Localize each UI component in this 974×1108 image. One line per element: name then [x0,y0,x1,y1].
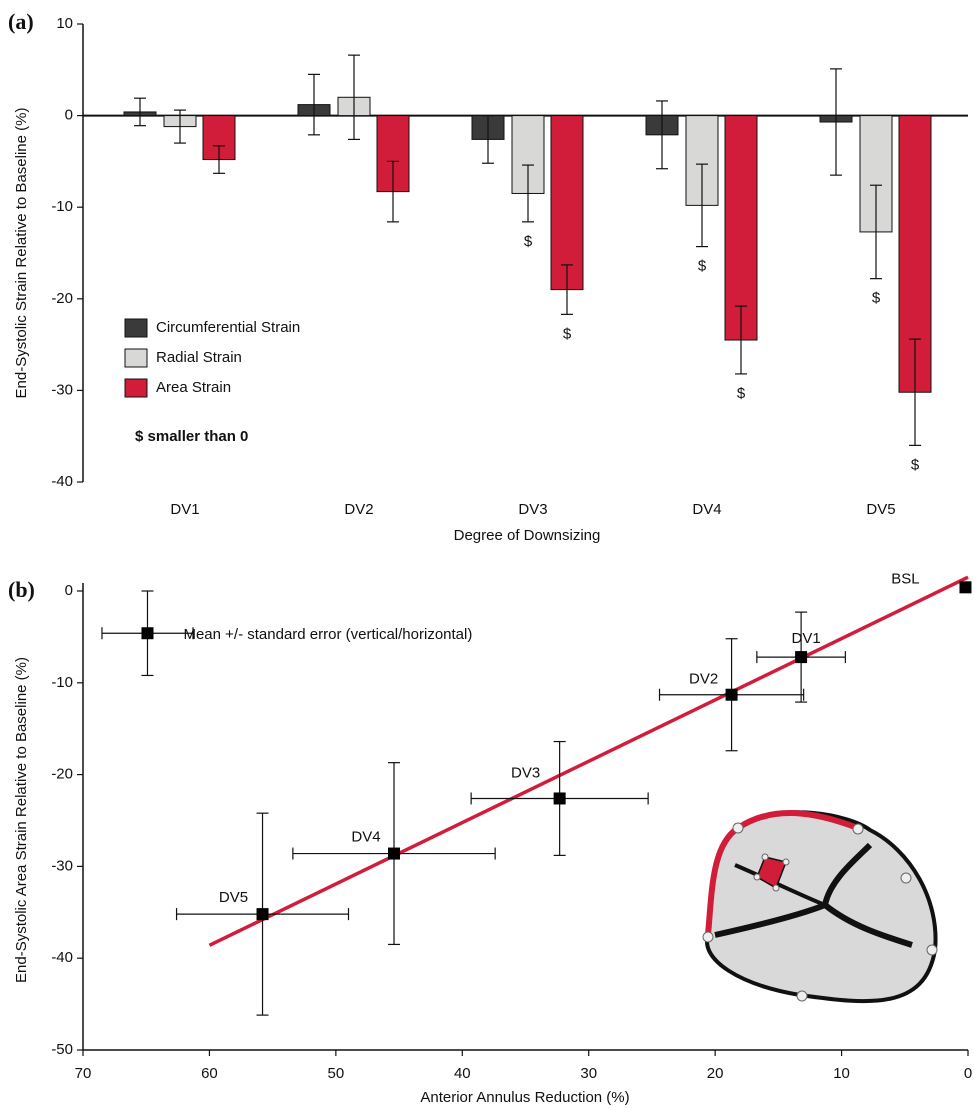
x-tick-label: 20 [707,1065,724,1082]
legend-label: Radial Strain [156,349,242,366]
x-tick-label: 30 [580,1065,597,1082]
legend-swatch [124,318,148,338]
x-tick-label: 40 [454,1065,471,1082]
significance-label: $ [911,456,920,473]
point [256,908,269,921]
point-label: DV3 [511,764,540,781]
y-tick-label: -10 [51,198,73,215]
significance-label: $ [872,290,881,307]
legend-swatch [124,348,148,368]
x-axis-label: Degree of Downsizing [454,527,601,544]
x-tick-label: DV4 [692,501,721,518]
y-tick-label: -50 [51,1041,73,1058]
x-tick-label: DV3 [518,501,547,518]
significance-label: $ [524,233,533,250]
legend-label: Circumferential Strain [156,319,300,336]
panel-label: (a) [8,9,34,34]
fit-line [208,575,969,947]
y-axis-label: End-Systolic Area Strain Relative to Bas… [13,657,30,983]
x-tick-label: 70 [75,1065,92,1082]
point [959,581,972,594]
significance-label: $ [563,325,572,342]
bar [724,115,758,341]
point-label: DV2 [689,671,718,688]
significance-label: $ [737,385,746,402]
y-tick-label: -20 [51,766,73,783]
bar [550,115,584,291]
point [141,627,154,640]
point [795,651,808,664]
y-tick-label: 10 [56,15,73,32]
legend-label: Mean +/- standard error (vertical/horizo… [183,626,472,643]
panel-label: (b) [8,577,35,602]
x-tick-label: DV2 [344,501,373,518]
x-tick-label: 50 [328,1065,345,1082]
y-tick-label: -30 [51,381,73,398]
x-tick-label: DV1 [170,501,199,518]
valve-illustration [702,810,938,1004]
point [553,792,566,805]
point-label: DV4 [351,829,380,846]
y-tick-label: -40 [51,473,73,490]
point-label: DV1 [792,630,821,647]
y-tick-label: 0 [65,582,73,599]
legend-swatch [124,378,148,398]
x-tick-label: 60 [201,1065,218,1082]
y-tick-label: -30 [51,857,73,874]
point-label: BSL [891,570,919,587]
x-tick-label: 10 [833,1065,850,1082]
point-label: DV5 [219,889,248,906]
x-tick-label: DV5 [866,501,895,518]
y-tick-label: 0 [65,107,73,124]
legend-label: Area Strain [156,379,231,396]
point [388,847,401,860]
y-tick-label: -10 [51,674,73,691]
point [725,688,738,701]
note: $ smaller than 0 [135,428,248,445]
y-tick-label: -40 [51,949,73,966]
significance-label: $ [698,258,707,275]
x-axis-label: Anterior Annulus Reduction (%) [420,1089,629,1106]
y-axis-label: End-Systolic Strain Relative to Baseline… [13,108,30,399]
y-tick-label: -20 [51,290,73,307]
x-tick-label: 0 [964,1065,972,1082]
